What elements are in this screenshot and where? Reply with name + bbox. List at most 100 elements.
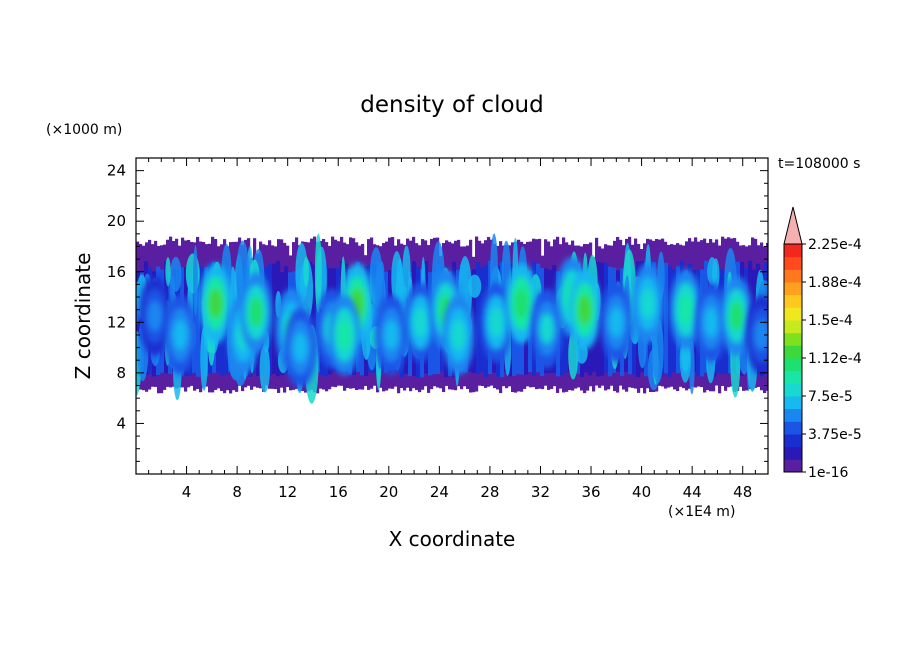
- field-column: [664, 262, 669, 374]
- x-axis-label: X coordinate: [389, 527, 516, 551]
- density-cell-core: [337, 319, 352, 350]
- density-cell-core: [539, 313, 554, 344]
- colorbar-segment: [784, 307, 802, 321]
- y-unit-label: (×1000 m): [46, 122, 122, 138]
- density-cell: [669, 269, 702, 350]
- field-streak: [303, 256, 309, 287]
- y-tick-label: 20: [107, 212, 126, 230]
- density-cell-core: [729, 301, 744, 331]
- x-tick-label: 48: [733, 483, 752, 501]
- colorbar-label: 7.5e-5: [808, 389, 853, 405]
- field-column: [312, 264, 317, 377]
- density-cell: [240, 272, 273, 353]
- colorbar-segment: [784, 459, 802, 473]
- x-tick-label: 8: [232, 483, 242, 501]
- density-cell-core: [754, 319, 768, 350]
- colorbar-label: 1.5e-4: [808, 313, 853, 329]
- x-tick-label: 28: [480, 483, 499, 501]
- colorbar-label: 2.25e-4: [808, 237, 862, 253]
- x-tick-label: 16: [329, 483, 348, 501]
- colorbar-segment: [784, 269, 802, 283]
- x-tick-label: 32: [531, 483, 550, 501]
- density-cell-core: [413, 307, 428, 338]
- colorbar-segment: [784, 408, 802, 422]
- density-cell-core: [577, 294, 592, 325]
- density-cell-core: [208, 288, 223, 319]
- colorbar-label: 1e-16: [808, 465, 848, 481]
- field-column: [472, 269, 477, 374]
- field-streak: [314, 233, 322, 313]
- density-cell-core: [640, 288, 655, 319]
- field-streak: [295, 242, 308, 304]
- density-cell: [138, 276, 171, 356]
- y-tick-label: 8: [116, 364, 126, 382]
- field-column: [668, 266, 673, 377]
- colorbar-segment: [784, 370, 802, 384]
- field-streak: [170, 256, 182, 292]
- density-cell: [199, 263, 232, 344]
- density-cell: [505, 263, 538, 344]
- field-column: [136, 270, 141, 377]
- y-tick-label: 12: [107, 313, 126, 331]
- colorbar-segment: [784, 332, 802, 346]
- density-cell: [600, 282, 633, 363]
- density-cell: [631, 263, 664, 344]
- y-tick-label: 16: [107, 263, 126, 281]
- x-tick-label: 12: [278, 483, 297, 501]
- density-field: [136, 233, 768, 404]
- colorbar-label: 3.75e-5: [808, 427, 862, 443]
- colorbar-segment: [784, 294, 802, 308]
- field-streak: [391, 251, 403, 306]
- colorbar-label: 1.12e-4: [808, 351, 862, 367]
- field-streak: [200, 326, 208, 391]
- x-ticks: 4 8 12 16 20 24 28 32 36 40 44 48: [148, 158, 756, 501]
- time-label: t=108000 s: [778, 156, 860, 172]
- density-cell-core: [704, 307, 719, 338]
- density-cell: [328, 294, 361, 375]
- y-axis-label: Z coordinate: [71, 253, 95, 380]
- colorbar-segment: [784, 256, 802, 270]
- field-streak: [259, 344, 270, 393]
- density-cell: [745, 294, 768, 375]
- y-ticks: 4 8 12 16 20 24: [107, 162, 768, 462]
- density-cell-core: [147, 301, 162, 331]
- density-cell-core: [384, 319, 399, 350]
- colorbar-segment: [784, 446, 802, 460]
- colorbar-segment: [784, 345, 802, 359]
- density-cell: [164, 294, 197, 375]
- colorbar-label: 1.88e-4: [808, 275, 862, 291]
- colorbar: 1e-16 3.75e-5 7.5e-5 1.12e-4 1.5e-4 1.88e-4 2.…: [783, 206, 862, 481]
- density-cell-core: [249, 297, 264, 328]
- density-cell: [530, 288, 563, 369]
- x-tick-label: 40: [632, 483, 651, 501]
- density-cell-core: [678, 294, 693, 325]
- density-cell: [284, 307, 317, 388]
- colorbar-extend-arrow: [783, 206, 803, 245]
- colorbar-segment: [784, 383, 802, 397]
- density-cell-core: [293, 332, 308, 363]
- field-streak: [712, 258, 720, 291]
- field-streak: [402, 245, 411, 299]
- density-cell-core: [489, 307, 504, 338]
- chart-title: density of cloud: [360, 92, 543, 118]
- y-tick-label: 24: [107, 162, 126, 180]
- density-cell-core: [609, 307, 624, 338]
- field-streak: [193, 245, 198, 316]
- x-tick-label: 44: [683, 483, 702, 501]
- colorbar-segment: [784, 320, 802, 334]
- x-tick-label: 36: [581, 483, 600, 501]
- field-column: [476, 262, 481, 375]
- field-streak: [165, 257, 171, 287]
- density-cell-core: [451, 319, 466, 350]
- x-tick-label: 20: [379, 483, 398, 501]
- x-unit-label: (×1E4 m): [668, 504, 735, 520]
- field-streak: [369, 247, 383, 308]
- field-column: [272, 263, 277, 374]
- density-cell: [695, 282, 728, 363]
- colorbar-segment: [784, 421, 802, 435]
- colorbar-segment: [784, 244, 802, 258]
- colorbar-segment: [784, 434, 802, 448]
- density-cell-core: [514, 288, 529, 319]
